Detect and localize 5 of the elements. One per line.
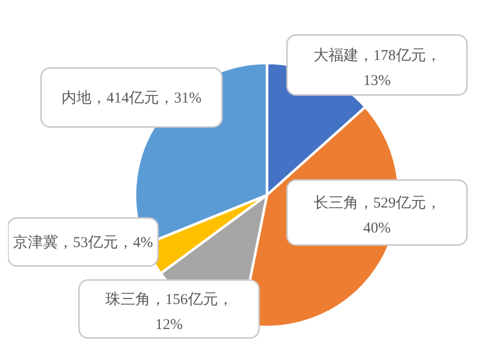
- slice-label: 京津冀，53亿元，4%: [13, 234, 153, 251]
- slice-label: 长三角，529亿元，40%: [313, 194, 441, 236]
- slice-label: 大福建，178亿元，13%: [313, 47, 441, 89]
- slice-label: 内地，414亿元，31%: [62, 90, 202, 106]
- slice-label: 珠三角，156亿元，12%: [105, 291, 233, 333]
